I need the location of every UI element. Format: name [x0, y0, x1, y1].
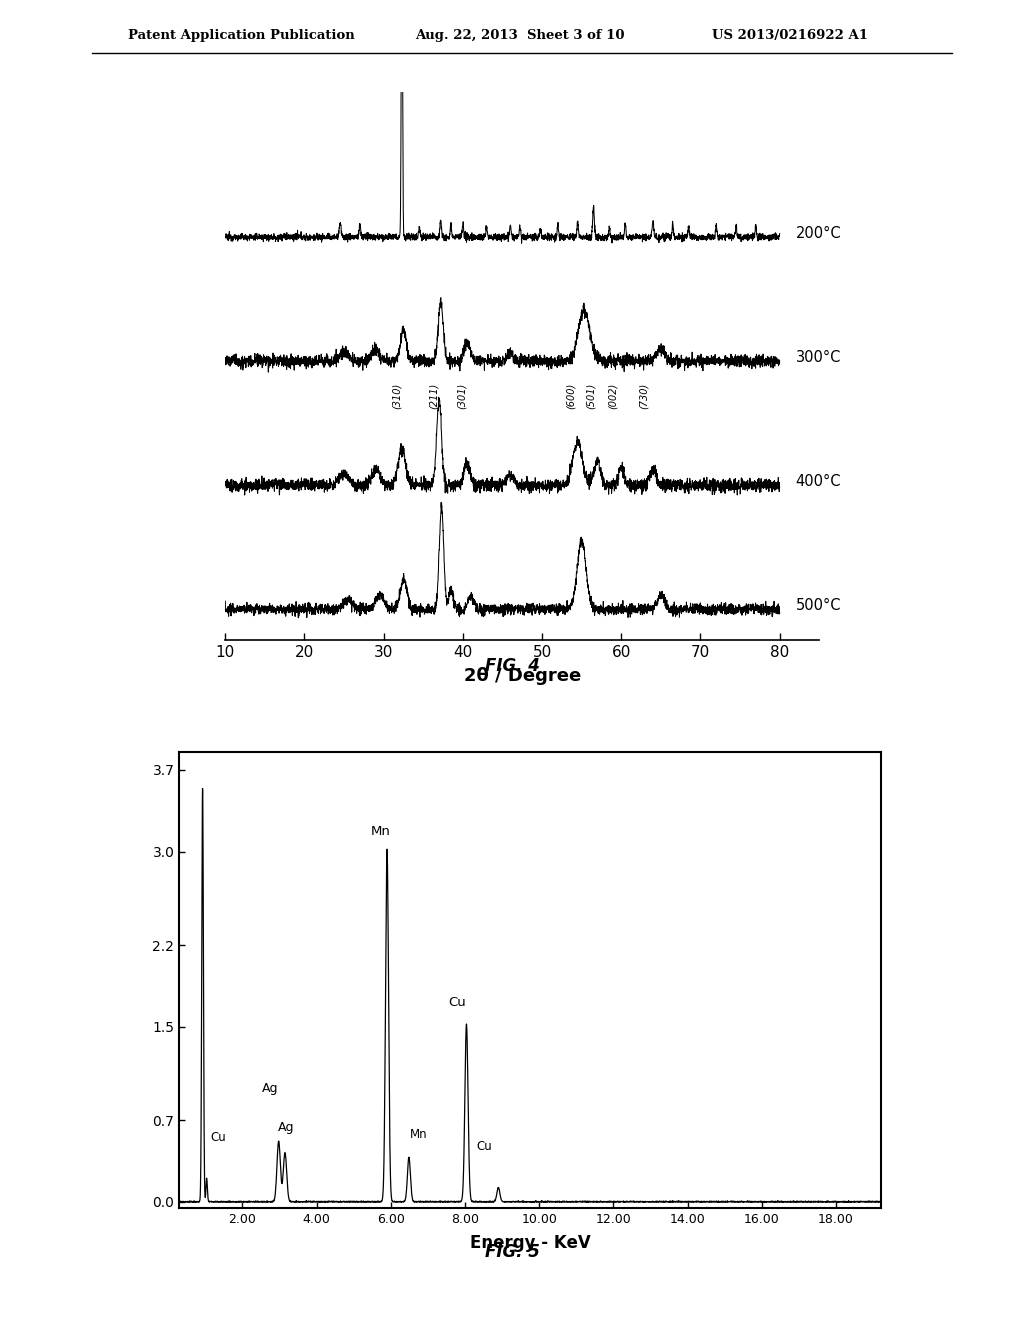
- Text: Cu: Cu: [476, 1140, 492, 1152]
- Text: 500°C: 500°C: [796, 598, 841, 614]
- Text: (730): (730): [639, 383, 649, 409]
- Text: Cu: Cu: [449, 997, 466, 1010]
- Text: FIG. 4: FIG. 4: [484, 657, 540, 676]
- Text: Patent Application Publication: Patent Application Publication: [128, 29, 354, 42]
- Text: (501): (501): [586, 383, 596, 409]
- Text: 300°C: 300°C: [796, 350, 841, 366]
- Text: Ag: Ag: [278, 1121, 294, 1134]
- Text: FIG. 5: FIG. 5: [484, 1243, 540, 1262]
- Text: Aug. 22, 2013  Sheet 3 of 10: Aug. 22, 2013 Sheet 3 of 10: [415, 29, 625, 42]
- Text: (211): (211): [429, 383, 439, 409]
- Text: US 2013/0216922 A1: US 2013/0216922 A1: [712, 29, 867, 42]
- Text: Ag: Ag: [262, 1081, 279, 1094]
- Text: Mn: Mn: [371, 825, 390, 838]
- Text: (002): (002): [607, 383, 617, 409]
- Text: (310): (310): [392, 383, 401, 409]
- Text: (301): (301): [457, 383, 467, 409]
- X-axis label: 2θ / Degree: 2θ / Degree: [464, 667, 581, 685]
- Text: Cu: Cu: [210, 1130, 225, 1143]
- X-axis label: Energy - KeV: Energy - KeV: [470, 1234, 590, 1251]
- Text: Mn: Mn: [410, 1129, 428, 1142]
- Text: 200°C: 200°C: [796, 226, 841, 242]
- Text: (600): (600): [565, 383, 575, 409]
- Text: 400°C: 400°C: [796, 474, 841, 490]
